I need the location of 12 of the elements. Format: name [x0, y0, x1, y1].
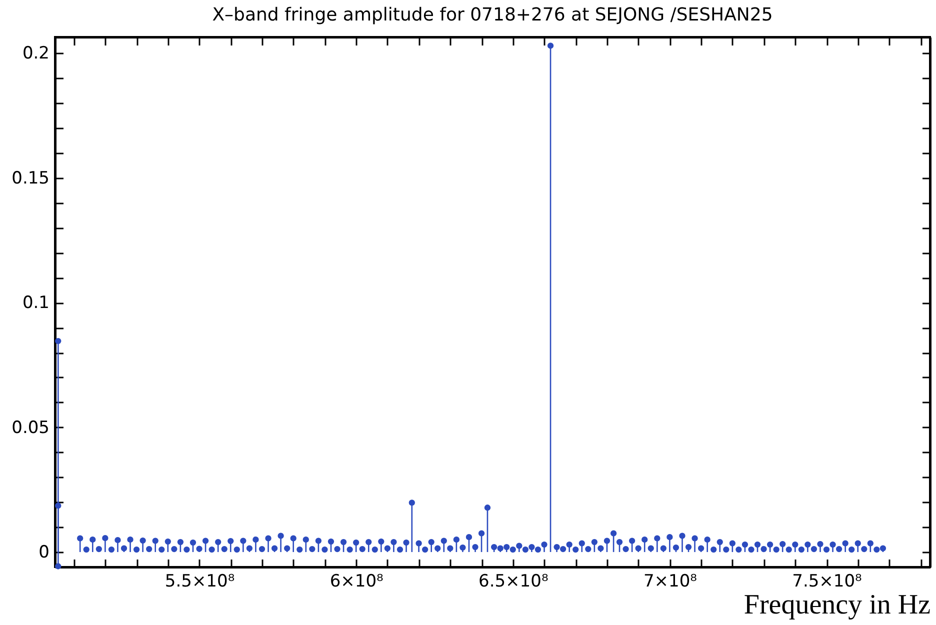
x-tick-label: 7×10⁸	[643, 572, 698, 592]
y-tick-label: 0.15	[12, 168, 50, 188]
x-tick-label: 7.5×10⁸	[792, 572, 862, 592]
x-axis-title: Frequency in Hz	[744, 590, 930, 620]
y-tick-label: 0	[38, 542, 50, 563]
y-tick-label: 0.1	[22, 293, 50, 314]
y-tick-label: 0.2	[22, 44, 50, 64]
y-tick-label: 0.05	[12, 418, 50, 438]
x-tick-label: 6.5×10⁸	[478, 572, 548, 592]
chart-title: X–band fringe amplitude for 0718+276 at SEJONG /SESHAN25	[212, 4, 773, 26]
x-tick-label: 5.5×10⁸	[164, 572, 235, 592]
x-tick-label: 6×10⁸	[330, 572, 384, 592]
